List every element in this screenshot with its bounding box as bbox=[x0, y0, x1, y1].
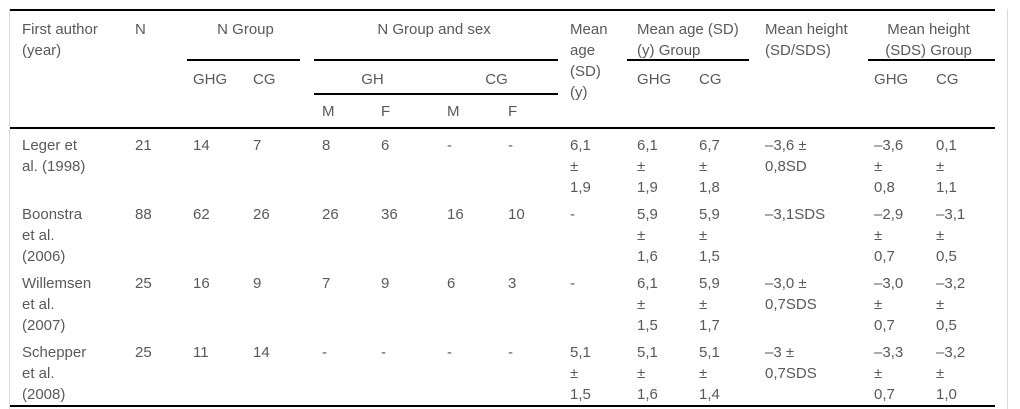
col-header-age-cg: CG bbox=[699, 71, 722, 88]
cell-cg-m: - bbox=[435, 127, 497, 198]
header-row-sex: M F M F bbox=[10, 95, 995, 128]
cell-mean-age: 6,1 ± 1,9 bbox=[558, 127, 626, 198]
cell-height-ghg: –3,6 ± 0,8 bbox=[862, 127, 925, 198]
cell-height: –3,0 ± 0,7SDS bbox=[765, 275, 817, 313]
cell-age-ghg: 5,1 ± 1,6 bbox=[637, 344, 658, 403]
col-header-mean-age: Mean age (SD) (y) bbox=[570, 21, 608, 101]
cell-author: Boonstra et al. (2006) bbox=[22, 206, 83, 265]
col-header-gh-f: F bbox=[381, 103, 391, 120]
cell-age-cg: 6,7 ± 1,8 bbox=[687, 127, 754, 198]
cell-n-ghg: 16 bbox=[193, 275, 210, 292]
cell-cg-f: 10 bbox=[508, 206, 525, 223]
table-header: First author (year) N N Group N Group an… bbox=[10, 10, 996, 128]
col-header-n: N bbox=[135, 21, 146, 38]
cell-gh-m: - bbox=[322, 344, 328, 361]
cell-height: –3,1SDS bbox=[765, 206, 826, 223]
cell-n-cg: 26 bbox=[253, 206, 270, 223]
cell-n-cg: 14 bbox=[253, 344, 270, 361]
cell-cg-f: - bbox=[508, 344, 514, 361]
col-header-cg-f: F bbox=[508, 103, 518, 120]
cell-author: Willemsen et al. (2007) bbox=[22, 275, 92, 334]
col-header-age-ghg: GHG bbox=[637, 71, 672, 88]
cell-mean-age: 5,1 ± 1,5 bbox=[570, 344, 591, 403]
cell-height-cg: 0,1 ± 1,1 bbox=[924, 127, 996, 198]
col-header-n-group-and-sex: N Group and sex bbox=[310, 10, 559, 61]
cell-cg-m: 16 bbox=[447, 206, 464, 223]
cell-n-ghg: 62 bbox=[193, 206, 210, 223]
cell-n-cg: 7 bbox=[241, 127, 311, 198]
cell-gh-f: 6 bbox=[369, 127, 436, 198]
header-row-groups: First author (year) N N Group N Group an… bbox=[10, 10, 996, 101]
col-header-height-ghg: GHG bbox=[874, 71, 909, 88]
cell-cg-m: - bbox=[447, 344, 453, 361]
cell-age-ghg: 5,9 ± 1,6 bbox=[637, 206, 658, 265]
cell-height: –3 ± 0,7SDS bbox=[765, 344, 817, 382]
cell-height: –3,6 ± 0,8SD bbox=[753, 127, 863, 198]
col-header-mean-height-group: Mean height (SDS) Group bbox=[862, 10, 996, 61]
col-header-n-group: N Group bbox=[181, 10, 310, 61]
cell-n: 25 bbox=[135, 344, 152, 361]
table-row-leger: Leger et al. (1998) 21 14 7 8 6 - - 6,1 … bbox=[10, 127, 996, 198]
cell-cg-f: - bbox=[496, 127, 559, 198]
cell-height-cg: –3,1 ± 0,5 bbox=[936, 206, 966, 265]
cell-age-cg: 5,9 ± 1,7 bbox=[699, 275, 720, 334]
header-row-subgroups: GHG CG GH CG GHG CG GHG CG bbox=[10, 61, 995, 95]
study-comparison-table: First author (year) N N Group N Group an… bbox=[10, 9, 996, 407]
table-container: First author (year) N N Group N Group an… bbox=[9, 9, 1008, 409]
cell-n: 21 bbox=[123, 127, 181, 198]
cell-gh-m: 8 bbox=[310, 127, 370, 198]
col-header-n-ghg: GHG bbox=[193, 71, 228, 88]
cell-n: 88 bbox=[135, 206, 152, 223]
cell-n: 25 bbox=[135, 275, 152, 292]
table-row-schepper: Schepper et al. (2008) 25 11 14 - - - - … bbox=[10, 336, 995, 406]
cell-height-cg: –3,2 ± 0,5 bbox=[936, 275, 966, 334]
cell-height-ghg: –2,9 ± 0,7 bbox=[874, 206, 904, 265]
cell-n-cg: 9 bbox=[253, 275, 262, 292]
cell-age-ghg: 6,1 ± 1,5 bbox=[637, 275, 658, 334]
col-header-mean-height: Mean height (SD/SDS) bbox=[765, 21, 848, 59]
cell-gh-f: 36 bbox=[381, 206, 398, 223]
table-row-willemsen: Willemsen et al. (2007) 25 16 9 7 9 6 3 … bbox=[10, 267, 995, 336]
cell-age-cg: 5,1 ± 1,4 bbox=[699, 344, 720, 403]
cell-author: Leger et al. (1998) bbox=[10, 127, 123, 198]
table-row-boonstra: Boonstra et al. (2006) 88 62 26 26 36 16… bbox=[10, 198, 995, 267]
cell-age-cg: 5,9 ± 1,5 bbox=[699, 206, 720, 265]
col-header-n-cg: CG bbox=[253, 71, 276, 88]
cell-age-ghg: 6,1 ± 1,9 bbox=[625, 127, 688, 198]
cell-author: Schepper et al. (2008) bbox=[22, 344, 87, 403]
col-header-gh: GH bbox=[310, 61, 436, 95]
col-header-mean-age-group: Mean age (SD) (y) Group bbox=[625, 10, 753, 61]
cell-gh-m: 26 bbox=[322, 206, 339, 223]
cell-height-ghg: –3,0 ± 0,7 bbox=[874, 275, 904, 334]
col-header-first-author: First author (year) bbox=[22, 21, 98, 59]
cell-height-cg: –3,2 ± 1,0 bbox=[936, 344, 966, 403]
cell-n-ghg: 14 bbox=[181, 127, 241, 198]
table-body: Leger et al. (1998) 21 14 7 8 6 - - 6,1 … bbox=[10, 127, 996, 406]
cell-mean-age: - bbox=[570, 275, 576, 292]
cell-cg-f: 3 bbox=[508, 275, 517, 292]
cell-height-ghg: –3,3 ± 0,7 bbox=[874, 344, 904, 403]
cell-gh-f: 9 bbox=[381, 275, 390, 292]
cell-cg-m: 6 bbox=[447, 275, 456, 292]
cell-n-ghg: 11 bbox=[193, 344, 209, 361]
cell-mean-age: - bbox=[570, 206, 576, 223]
cell-gh-f: - bbox=[381, 344, 387, 361]
col-header-gh-m: M bbox=[322, 103, 335, 120]
col-header-cg-sex: CG bbox=[435, 61, 559, 95]
col-header-height-cg: CG bbox=[936, 71, 959, 88]
cell-gh-m: 7 bbox=[322, 275, 331, 292]
col-header-cg-m: M bbox=[447, 103, 460, 120]
